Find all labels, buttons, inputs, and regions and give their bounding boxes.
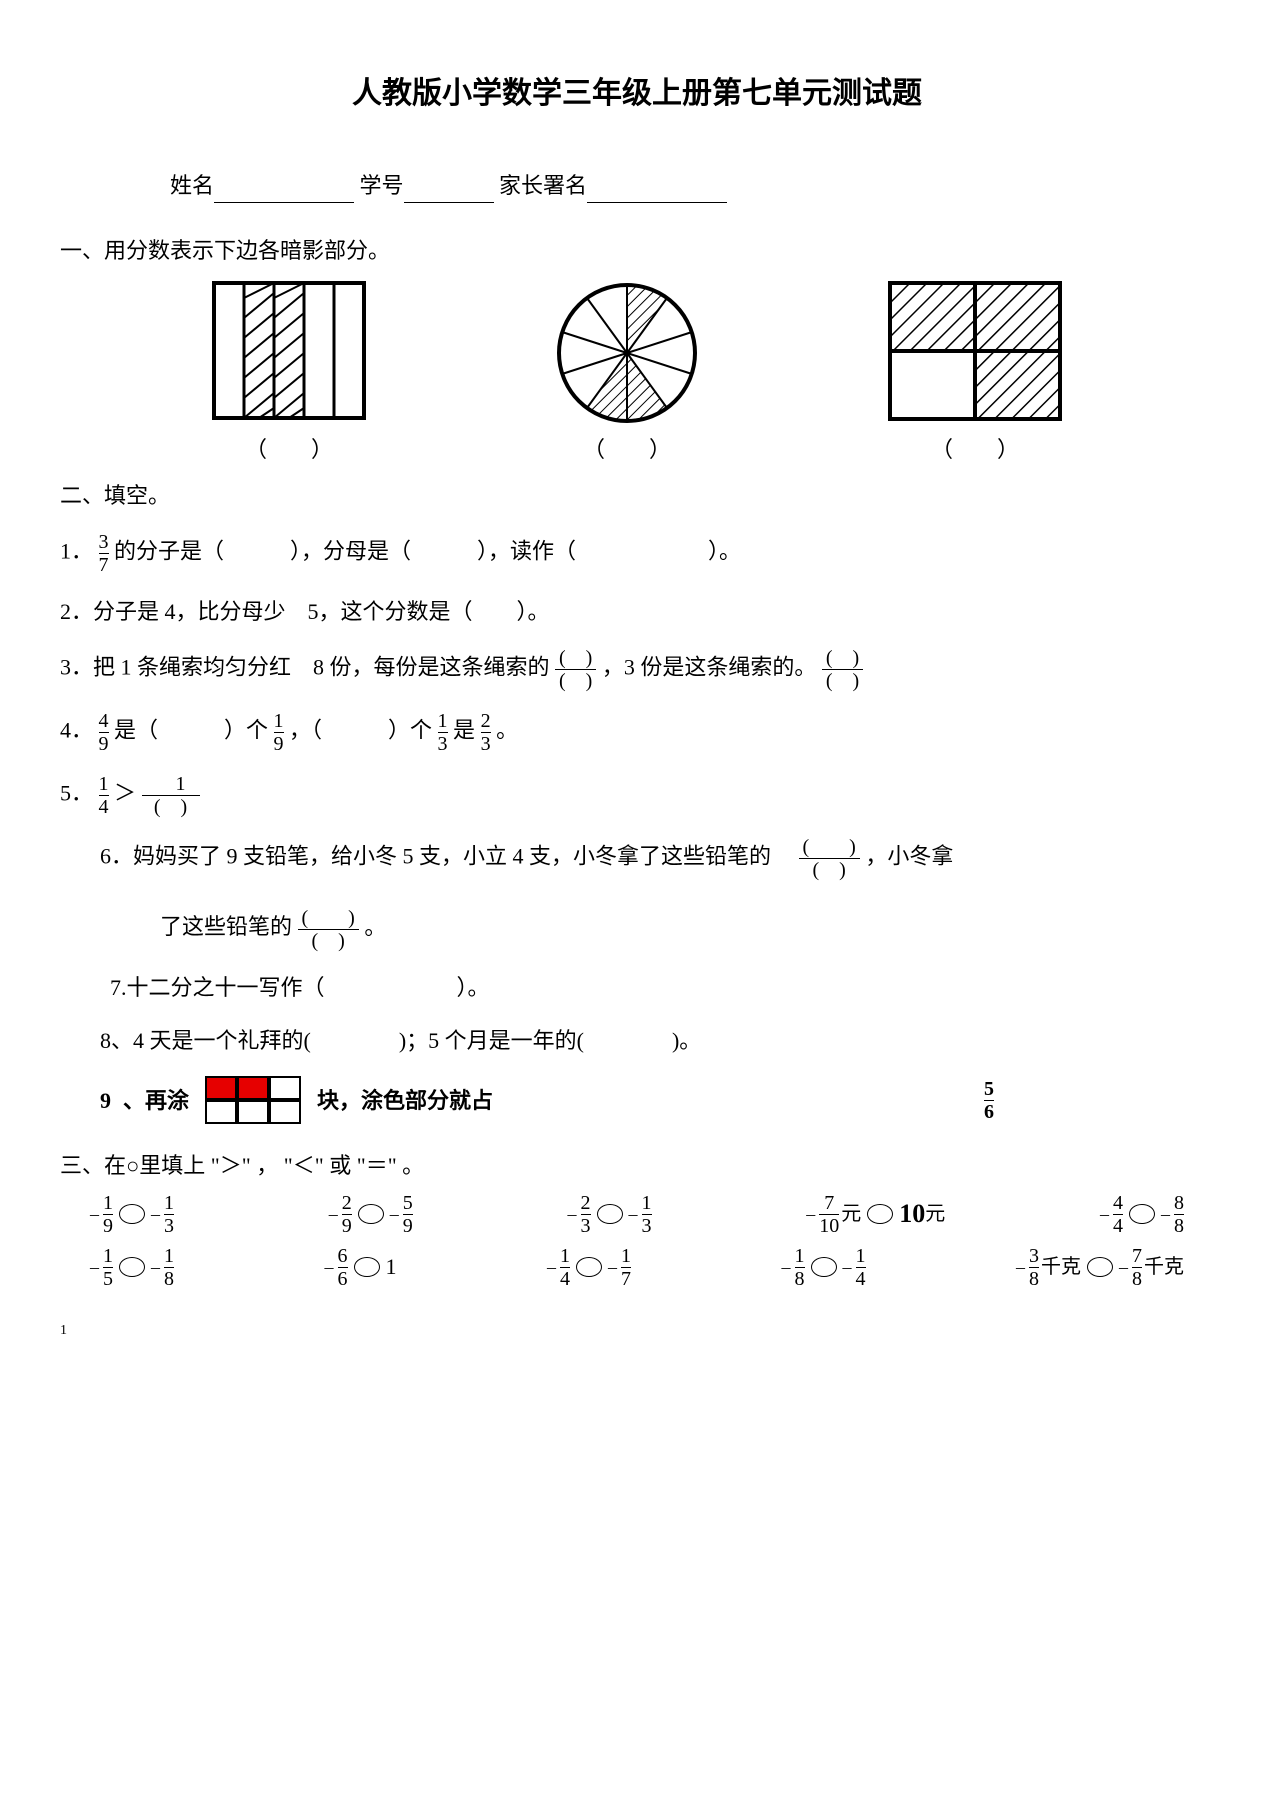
- figure-1-blank[interactable]: （ ）: [204, 432, 374, 467]
- compare-item: ‒710元10元: [806, 1192, 945, 1237]
- q6-t4: 。: [364, 914, 386, 939]
- q9-t1: 、再涂: [123, 1083, 189, 1118]
- page-number: 1: [60, 1320, 1214, 1342]
- compare-item: ‒29‒59: [329, 1192, 413, 1237]
- q9: 9 、再涂 块，涂色部分就占 56: [100, 1076, 1214, 1124]
- q3-t2: ，3 份是这条绳索的。: [602, 654, 817, 679]
- figure-2-blank[interactable]: （ ）: [542, 432, 712, 467]
- q3: 3．把 1 条绳索均匀分红 8 份，每份是这条绳索的 ( ) ( ) ，3 份是…: [60, 647, 1214, 692]
- q4: 4． 49 是（ ）个 19 ，（ ）个 13 是 23 。: [60, 710, 1214, 755]
- compare-item: ‒15‒18: [90, 1245, 174, 1290]
- id-label: 学号: [360, 173, 404, 198]
- q6-t3: 了这些铅笔的: [160, 914, 292, 939]
- q2: 2．分子是 4，比分母少 5，这个分数是（ ）。: [60, 594, 1214, 629]
- grid-cell-red: [237, 1076, 269, 1100]
- circle-10-slices: [542, 278, 712, 428]
- compare-circle[interactable]: [354, 1257, 380, 1277]
- parent-label: 家长署名: [499, 173, 587, 198]
- section-3-heading: 三、在○里填上 "＞" ， "＜" 或 "＝" 。: [60, 1148, 1214, 1183]
- compare-item: ‒23‒13: [568, 1192, 652, 1237]
- figures-row: （ ）: [120, 278, 1154, 467]
- compare-item: ‒44‒88: [1100, 1192, 1184, 1237]
- compare-circle[interactable]: [576, 1257, 602, 1277]
- figure-1: （ ）: [204, 278, 374, 467]
- q4-f3: 13: [438, 710, 448, 755]
- rect-5-strips: [204, 278, 374, 428]
- compare-item: ‒661: [325, 1245, 397, 1290]
- q4-f2: 19: [274, 710, 284, 755]
- compare-circle[interactable]: [119, 1204, 145, 1224]
- grid-cell-red: [205, 1076, 237, 1100]
- figure-2: （ ）: [542, 278, 712, 467]
- compare-circle[interactable]: [867, 1204, 893, 1224]
- q9-frac: 56: [984, 1078, 994, 1123]
- compare-circle[interactable]: [1129, 1204, 1155, 1224]
- page-title: 人教版小学数学三年级上册第七单元测试题: [60, 70, 1214, 118]
- q9-mid: 块，涂色部分就占: [317, 1083, 493, 1118]
- q1-frac: 3 7: [99, 531, 109, 576]
- q1-text: 的分子是（ ），分母是（ ），读作（ ）。: [114, 538, 741, 563]
- figure-3: （ ）: [880, 278, 1070, 467]
- compare-circle[interactable]: [119, 1257, 145, 1277]
- q5: 5． 14 ＞ 1 ( ): [60, 773, 1214, 818]
- figure-3-blank[interactable]: （ ）: [880, 432, 1070, 467]
- q5-op: ＞: [114, 780, 142, 805]
- q4-t1: 是（ ）个: [114, 717, 274, 742]
- q5-f2[interactable]: 1 ( ): [142, 773, 200, 818]
- q6-frac2[interactable]: ( )( ): [298, 907, 359, 952]
- q4-f1: 49: [99, 710, 109, 755]
- grid-cell: [269, 1076, 301, 1100]
- compare-circle[interactable]: [1087, 1257, 1113, 1277]
- name-label: 姓名: [170, 173, 214, 198]
- compare-item: ‒14‒17: [547, 1245, 631, 1290]
- compare-item: ‒38千克‒78千克: [1016, 1245, 1184, 1290]
- q5-f1: 14: [99, 773, 109, 818]
- q1: 1． 3 7 的分子是（ ），分母是（ ），读作（ ）。: [60, 531, 1214, 576]
- q6-frac1[interactable]: ( )( ): [799, 836, 860, 881]
- compare-circle[interactable]: [358, 1204, 384, 1224]
- student-info-line: 姓名 学号 家长署名: [170, 168, 1214, 203]
- compare-item: ‒18‒14: [782, 1245, 866, 1290]
- q8: 8、4 天是一个礼拜的( )；5 个月是一年的( )。: [100, 1023, 1214, 1058]
- q6: 6．妈妈买了 9 支铅笔，给小冬 5 支，小立 4 支，小冬拿了这些铅笔的 ( …: [100, 836, 1214, 952]
- q4-t4: 。: [496, 717, 518, 742]
- q6-t1: 6．妈妈买了 9 支铅笔，给小冬 5 支，小立 4 支，小冬拿了这些铅笔的: [100, 843, 793, 868]
- section-2-heading: 二、填空。: [60, 478, 1214, 513]
- q9-num: 9: [100, 1083, 111, 1118]
- q3-t1: 3．把 1 条绳索均匀分红 8 份，每份是这条绳索的: [60, 654, 555, 679]
- name-blank[interactable]: [214, 177, 354, 203]
- grid-cell: [237, 1100, 269, 1124]
- q1-num: 1．: [60, 538, 93, 563]
- compare-rows: ‒19‒13 ‒29‒59 ‒23‒13 ‒710元10元 ‒44‒88 ‒15‒18 ‒6…: [60, 1192, 1214, 1290]
- parent-blank[interactable]: [587, 177, 727, 203]
- q6-t2: ，小冬拿: [865, 843, 953, 868]
- compare-circle[interactable]: [811, 1257, 837, 1277]
- grid-cell: [269, 1100, 301, 1124]
- q4-f4: 23: [481, 710, 491, 755]
- grid-cell: [205, 1100, 237, 1124]
- q3-frac1[interactable]: ( ) ( ): [555, 647, 596, 692]
- q4-pre: 4．: [60, 717, 93, 742]
- id-blank[interactable]: [404, 177, 494, 203]
- q3-frac2[interactable]: ( ) ( ): [822, 647, 863, 692]
- q9-grid: [205, 1076, 301, 1124]
- compare-item: ‒19‒13: [90, 1192, 174, 1237]
- grid-2x2: [880, 278, 1070, 428]
- q4-t3: 是: [453, 717, 481, 742]
- q4-t2: ，（ ）个: [289, 717, 438, 742]
- compare-circle[interactable]: [597, 1204, 623, 1224]
- q5-pre: 5．: [60, 780, 93, 805]
- q7: 7.十二分之十一写作（ ）。: [110, 970, 1214, 1005]
- section-1-heading: 一、用分数表示下边各暗影部分。: [60, 233, 1214, 268]
